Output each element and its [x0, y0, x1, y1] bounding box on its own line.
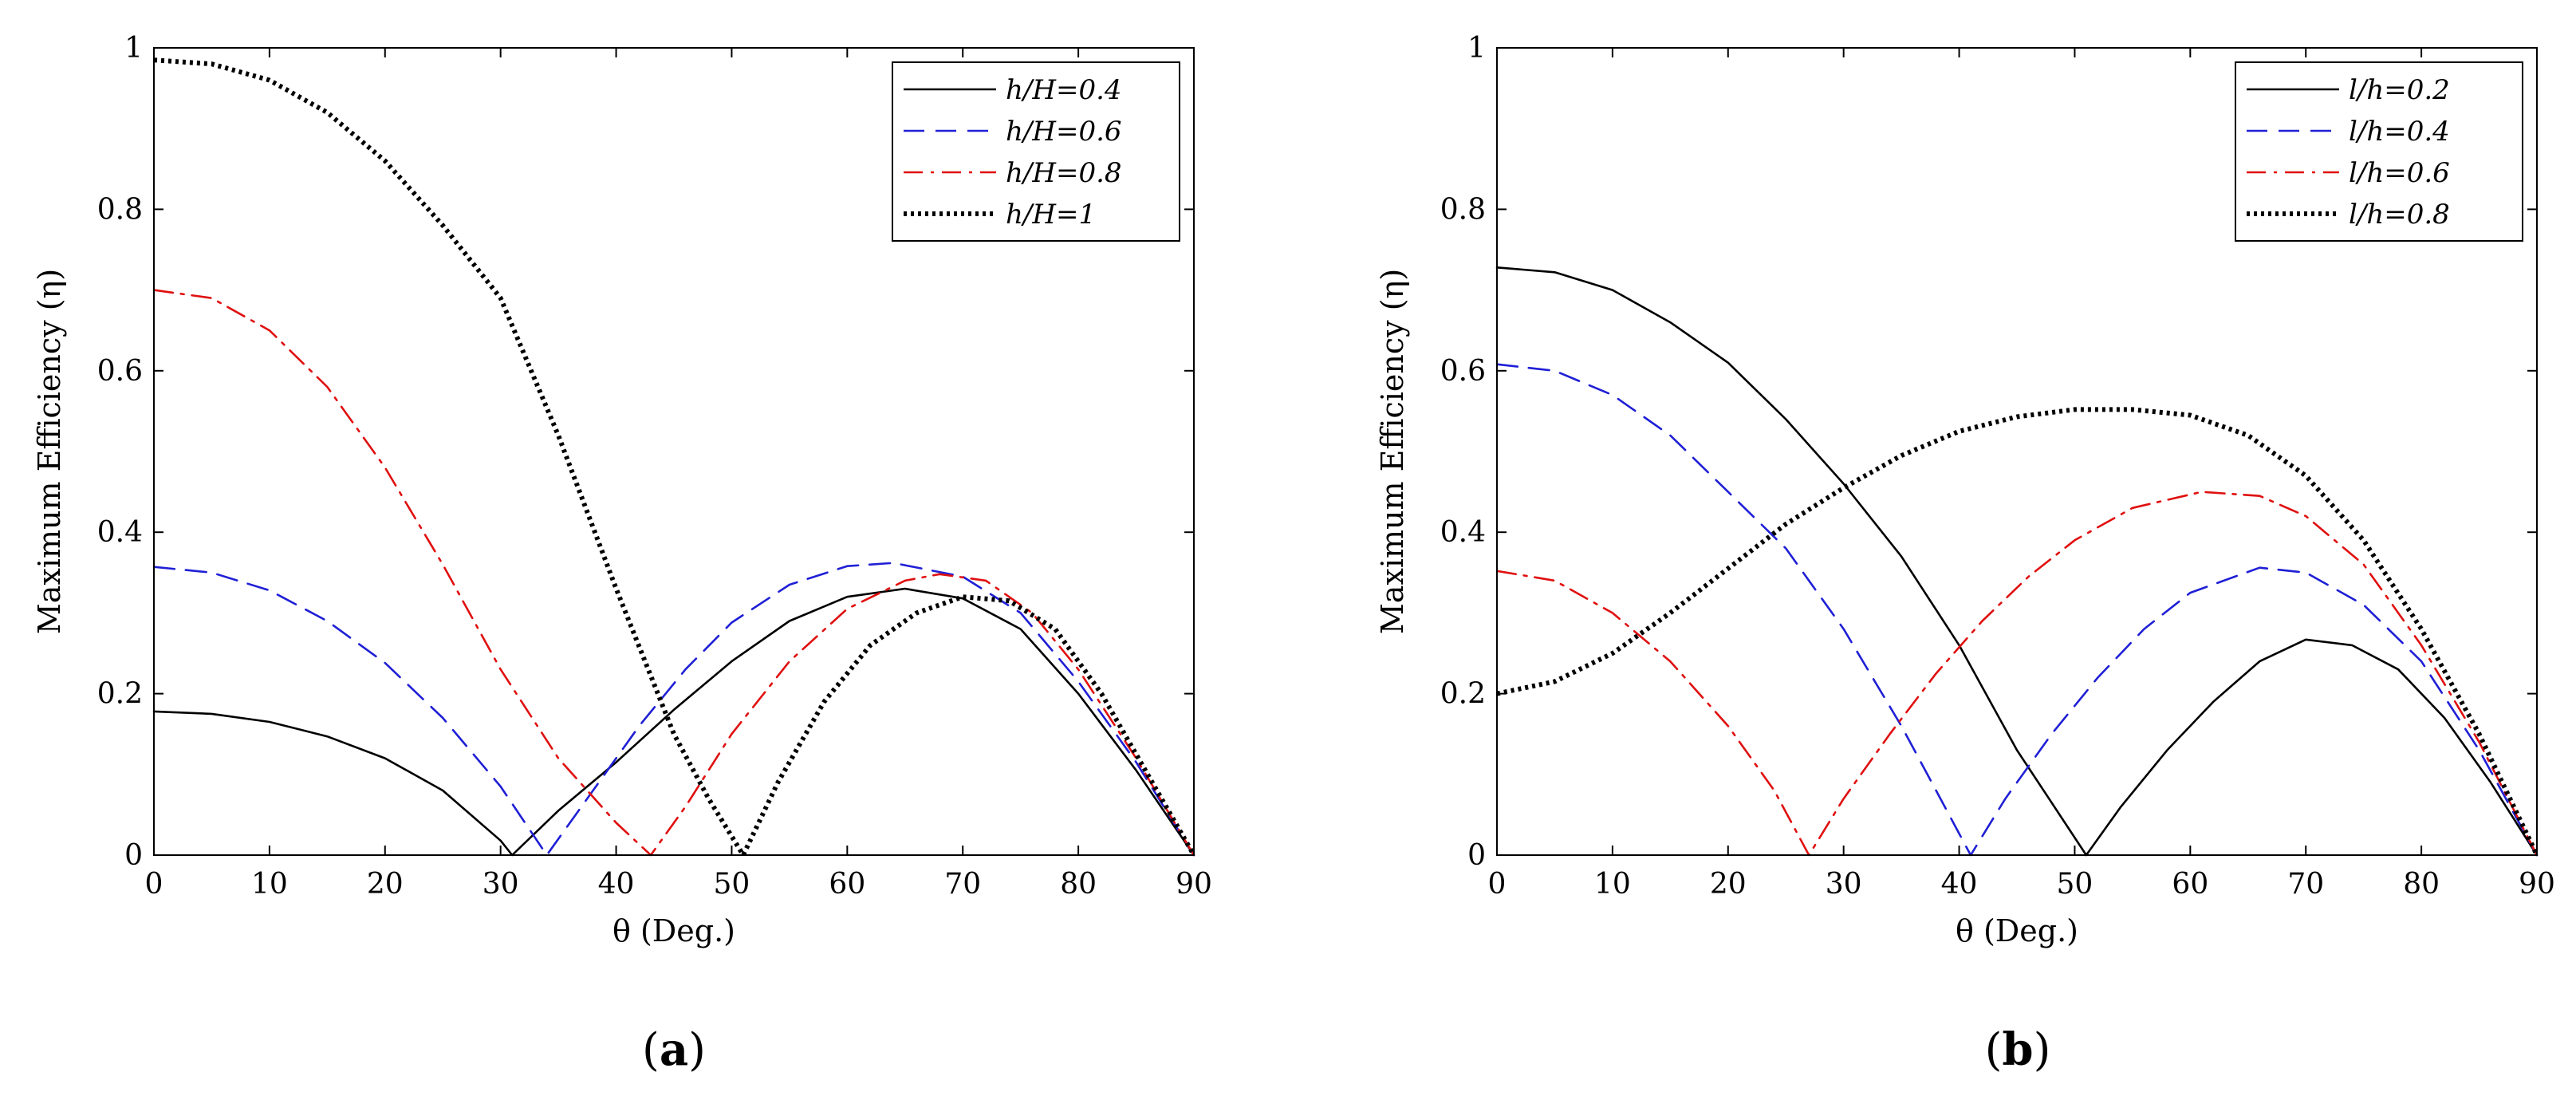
- x-tick-label: 60: [829, 868, 865, 901]
- legend: l/h=0.2 l/h=0.4 l/h=0.6 l/h=0.8: [2235, 61, 2523, 242]
- x-tick-label: 30: [1826, 868, 1862, 901]
- legend-entry-label: h/H=0.4: [1006, 74, 1122, 106]
- y-tick-label: 0.8: [97, 193, 143, 226]
- legend-entry-label: h/H=0.6: [1006, 116, 1122, 148]
- x-tick-label: 60: [2172, 868, 2208, 901]
- y-tick-label: 0.2: [1440, 678, 1486, 711]
- y-tick-label: 0.4: [1440, 516, 1486, 549]
- x-tick-label: 70: [2287, 868, 2324, 901]
- chart-panel-a: 0 10 20 30 40 50 60 70 80 90 0 0.2 0.4 0.6 0.8 1 θ (Deg.…: [32, 32, 1212, 1076]
- x-tick-label: 80: [2403, 868, 2440, 901]
- x-tick-label: 40: [598, 868, 635, 901]
- chart-panel-b: 0 10 20 30 40 50 60 70 80 90 0 0.2 0.4 0.6 0.8 1 θ (Deg.…: [1375, 32, 2555, 1076]
- series-line-3: [1495, 491, 2539, 857]
- x-tick-label: 80: [1060, 868, 1097, 901]
- legend-entry-label: l/h=0.2: [2349, 74, 2450, 106]
- x-axis-title: θ (Deg.): [612, 913, 735, 948]
- series-line-1: [152, 587, 1195, 857]
- legend-entry-label: l/h=0.4: [2349, 116, 2450, 148]
- x-axis-title: θ (Deg.): [1956, 913, 2078, 948]
- y-axis-title: Maximum Efficiency (η): [1375, 269, 1410, 634]
- x-tick-label: 70: [944, 868, 981, 901]
- x-tick-label: 20: [367, 868, 404, 901]
- axes-frame: [1496, 47, 2538, 856]
- y-tick-label: 0.4: [97, 516, 143, 549]
- x-tick-label: 90: [1176, 868, 1212, 901]
- x-tick-label: 90: [2519, 868, 2555, 901]
- y-tick-label: 1: [124, 32, 143, 65]
- legend-entry-label: l/h=0.6: [2349, 157, 2450, 189]
- x-tick-label: 30: [483, 868, 519, 901]
- y-tick-label: 0.6: [97, 355, 143, 388]
- panel-letter: b: [2002, 1023, 2033, 1076]
- y-tick-label: 1: [1467, 32, 1486, 65]
- x-tick-label: 0: [145, 868, 163, 901]
- series-line-3: [152, 289, 1195, 857]
- axes-frame: [153, 47, 1195, 856]
- panel-label: (a): [642, 1023, 706, 1076]
- panel-letter: a: [660, 1023, 688, 1076]
- x-tick-label: 20: [1710, 868, 1747, 901]
- x-tick-label: 10: [251, 868, 288, 901]
- y-axis-title: Maximum Efficiency (η): [32, 269, 67, 634]
- legend-entry-label: l/h=0.8: [2349, 199, 2450, 231]
- y-tick-label: 0: [124, 839, 143, 872]
- x-tick-label: 50: [714, 868, 750, 901]
- series-line-2: [152, 562, 1195, 857]
- y-tick-label: 0.2: [97, 678, 143, 711]
- series-line-1: [1495, 266, 2539, 857]
- series-line-2: [1495, 363, 2539, 857]
- series-line-4: [153, 57, 1196, 858]
- legend-entry-label: h/H=0.8: [1006, 157, 1122, 189]
- y-tick-label: 0.8: [1440, 193, 1486, 226]
- x-tick-label: 40: [1941, 868, 1978, 901]
- series-line-4: [1496, 407, 2539, 857]
- y-tick-label: 0.6: [1440, 355, 1486, 388]
- panel-label: (b): [1985, 1023, 2051, 1076]
- legend-entry-label: h/H=1: [1006, 199, 1096, 231]
- x-tick-label: 50: [2057, 868, 2093, 901]
- legend: h/H=0.4 h/H=0.6 h/H=0.8 h/H=1: [892, 61, 1180, 242]
- y-tick-label: 0: [1467, 839, 1486, 872]
- legend-box: [892, 61, 1180, 242]
- x-tick-label: 0: [1488, 868, 1507, 901]
- x-tick-label: 10: [1594, 868, 1631, 901]
- legend-box: [2235, 61, 2523, 242]
